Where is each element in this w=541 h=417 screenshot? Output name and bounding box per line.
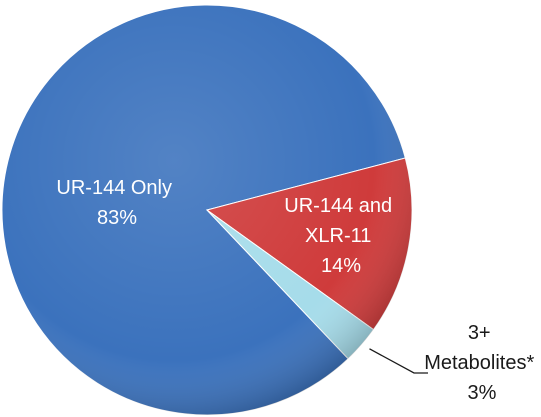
slice-label-metabolites: 3+ Metabolites* 3%: [424, 322, 540, 404]
leader-lines: [369, 348, 428, 374]
slice-label-ur144-xlr11-name-1: UR-144 and: [284, 195, 392, 217]
slice-label-ur144-xlr11-name-2: XLR-11: [305, 225, 371, 247]
leader-line-metabolites: [369, 348, 428, 374]
slice-label-metabolites-percent: 3%: [468, 382, 497, 404]
slice-label-metabolites-name-1: 3+: [468, 322, 491, 344]
slice-label-ur144-xlr11: UR-144 and XLR-11 14%: [284, 195, 397, 277]
slice-label-metabolites-name-2: Metabolites*: [424, 352, 534, 374]
slice-label-ur144-xlr11-percent: 14%: [321, 255, 361, 277]
slice-label-ur144-only-percent: 83%: [97, 207, 137, 229]
slice-label-ur144-only: UR-144 Only 83%: [56, 177, 177, 229]
slice-label-ur144-only-name: UR-144 Only: [56, 177, 172, 199]
